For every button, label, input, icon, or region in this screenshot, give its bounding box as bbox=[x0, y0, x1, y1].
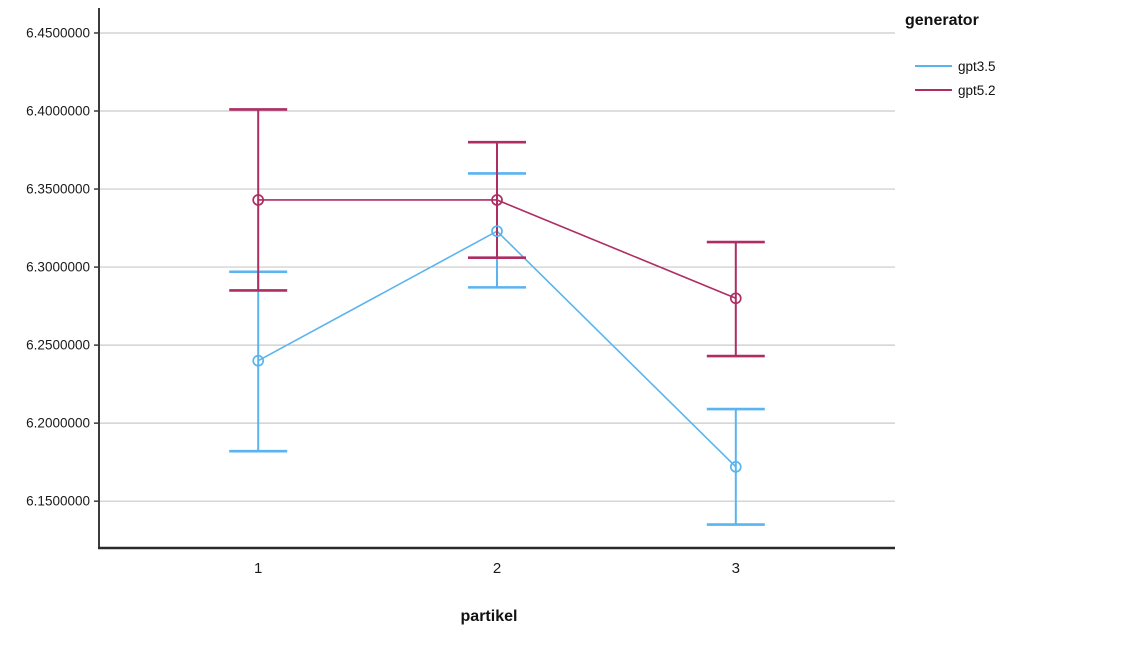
y-tick-label: 6.3500000 bbox=[26, 182, 90, 197]
legend: generator gpt3.5 gpt5.2 bbox=[905, 12, 996, 102]
legend-label-gpt3.5: gpt3.5 bbox=[958, 58, 996, 74]
mean-marker-gpt5.2 bbox=[491, 194, 503, 206]
mean-marker-gpt5.2 bbox=[252, 194, 265, 206]
x-tick-label: 3 bbox=[732, 560, 740, 577]
legend-label-gpt5.2: gpt5.2 bbox=[958, 82, 996, 98]
mean-marker-gpt3.5 bbox=[252, 354, 265, 367]
legend-line-swatch-gpt5.2 bbox=[915, 89, 952, 91]
mean-marker-gpt3.5 bbox=[729, 460, 742, 473]
y-tick-label: 6.2500000 bbox=[26, 338, 90, 353]
x-axis-title: partikel bbox=[460, 608, 518, 625]
legend-title: generator bbox=[905, 12, 979, 29]
legend-item-gpt3.5: gpt3.5 bbox=[915, 54, 996, 78]
mean-marker-gpt3.5 bbox=[491, 225, 503, 238]
legend-line-swatch-gpt3.5 bbox=[915, 65, 952, 67]
mean-marker-gpt5.2 bbox=[729, 292, 742, 305]
y-tick-label: 6.4000000 bbox=[26, 104, 90, 119]
x-tick-label: 2 bbox=[493, 560, 501, 577]
y-tick-label: 6.1500000 bbox=[26, 494, 90, 509]
legend-item-gpt5.2: gpt5.2 bbox=[915, 78, 996, 102]
y-tick-label: 6.2000000 bbox=[26, 416, 90, 431]
y-tick-label: 6.4500000 bbox=[26, 25, 90, 40]
legend-items: gpt3.5 gpt5.2 bbox=[905, 54, 996, 102]
x-tick-label: 1 bbox=[254, 560, 262, 577]
y-tick-label: 6.3000000 bbox=[26, 260, 90, 275]
